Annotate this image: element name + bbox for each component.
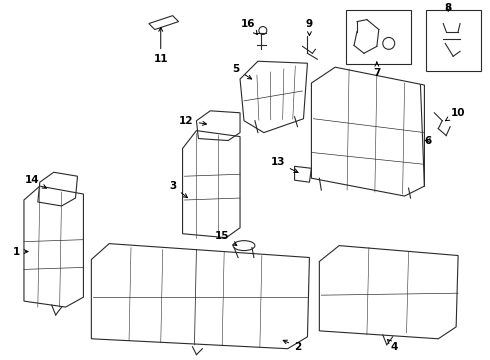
Text: 5: 5 [232, 64, 252, 79]
Text: 13: 13 [270, 157, 298, 172]
Text: 7: 7 [373, 62, 381, 78]
Text: 4: 4 [388, 339, 398, 352]
Text: 10: 10 [445, 108, 466, 121]
Text: 2: 2 [283, 340, 301, 352]
Text: 9: 9 [306, 19, 313, 36]
Bar [346, 10, 411, 64]
Text: 6: 6 [425, 136, 432, 145]
Text: 15: 15 [215, 231, 237, 246]
Text: 3: 3 [169, 181, 188, 198]
Bar [426, 10, 481, 71]
Text: 12: 12 [179, 116, 206, 126]
Text: 11: 11 [153, 27, 168, 64]
Text: 1: 1 [12, 247, 28, 257]
Text: 8: 8 [444, 3, 452, 13]
Text: 16: 16 [241, 19, 257, 35]
Text: 14: 14 [24, 175, 47, 188]
